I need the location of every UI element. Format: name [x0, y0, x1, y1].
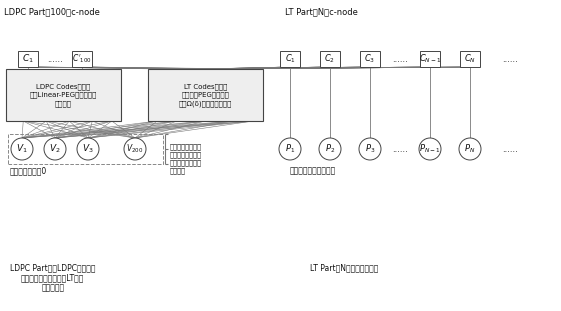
FancyBboxPatch shape: [6, 69, 121, 121]
Text: LDPC Codes部分：
按照Linear-PEG算法得到的
连接关系: LDPC Codes部分： 按照Linear-PEG算法得到的 连接关系: [30, 83, 97, 107]
Circle shape: [419, 138, 441, 160]
Text: ......: ......: [47, 54, 63, 63]
Text: $P_{N-1}$: $P_{N-1}$: [419, 143, 441, 155]
FancyBboxPatch shape: [280, 51, 300, 67]
Text: $C_3$: $C_3$: [365, 53, 375, 65]
FancyBboxPatch shape: [148, 69, 263, 121]
FancyBboxPatch shape: [320, 51, 340, 67]
Text: $P_2$: $P_2$: [325, 143, 335, 155]
Text: $V_2$: $V_2$: [49, 143, 61, 155]
Text: ......: ......: [502, 145, 518, 154]
Circle shape: [319, 138, 341, 160]
Circle shape: [279, 138, 301, 160]
Text: $C_1$: $C_1$: [284, 53, 296, 65]
Circle shape: [77, 138, 99, 160]
Circle shape: [459, 138, 481, 160]
Text: 输入的软信息为0: 输入的软信息为0: [10, 166, 47, 175]
Text: ......: ......: [392, 145, 408, 154]
Text: $V_1$: $V_1$: [16, 143, 28, 155]
Circle shape: [124, 138, 146, 160]
Text: $P_N$: $P_N$: [465, 143, 476, 155]
FancyBboxPatch shape: [18, 51, 38, 67]
Circle shape: [44, 138, 66, 160]
Text: $C_{N-1}$: $C_{N-1}$: [419, 53, 442, 65]
Text: $P_1$: $P_1$: [285, 143, 295, 155]
Text: $C_1$: $C_1$: [22, 53, 34, 65]
FancyBboxPatch shape: [420, 51, 440, 67]
FancyBboxPatch shape: [360, 51, 380, 67]
Circle shape: [359, 138, 381, 160]
Text: LDPC Part：100个c-node: LDPC Part：100个c-node: [4, 7, 100, 16]
Text: LT Part：N个c-node: LT Part：N个c-node: [285, 7, 358, 16]
Text: $P_3$: $P_3$: [365, 143, 375, 155]
Text: $C_N$: $C_N$: [464, 53, 476, 65]
FancyBboxPatch shape: [72, 51, 92, 67]
Text: 输入来自信道的软信息: 输入来自信道的软信息: [290, 166, 336, 175]
Text: $C_2$: $C_2$: [324, 53, 335, 65]
Text: LT Codes部分：
用改进的PEG算法按度
分布Ω(δ)产生的连接关系: LT Codes部分： 用改进的PEG算法按度 分布Ω(δ)产生的连接关系: [179, 83, 232, 107]
Text: LT Part：N个编码信息节点: LT Part：N个编码信息节点: [310, 263, 378, 272]
Text: $C'_{100}$: $C'_{100}$: [72, 53, 92, 65]
Text: $V_3$: $V_3$: [82, 143, 94, 155]
Text: $V_{200}$: $V_{200}$: [126, 143, 144, 155]
Text: 由于是系统码，只
需将这个比特的读
码结果与消息数据
比较即可: 由于是系统码，只 需将这个比特的读 码结果与消息数据 比较即可: [170, 143, 202, 174]
Text: LDPC Part：经LDPC编码后的
预编码信息，同时作为LT部分
的信息节点: LDPC Part：经LDPC编码后的 预编码信息，同时作为LT部分 的信息节点: [10, 263, 95, 293]
Text: ......: ......: [392, 54, 408, 63]
Circle shape: [11, 138, 33, 160]
FancyBboxPatch shape: [460, 51, 480, 67]
Text: ......: ......: [502, 54, 518, 63]
